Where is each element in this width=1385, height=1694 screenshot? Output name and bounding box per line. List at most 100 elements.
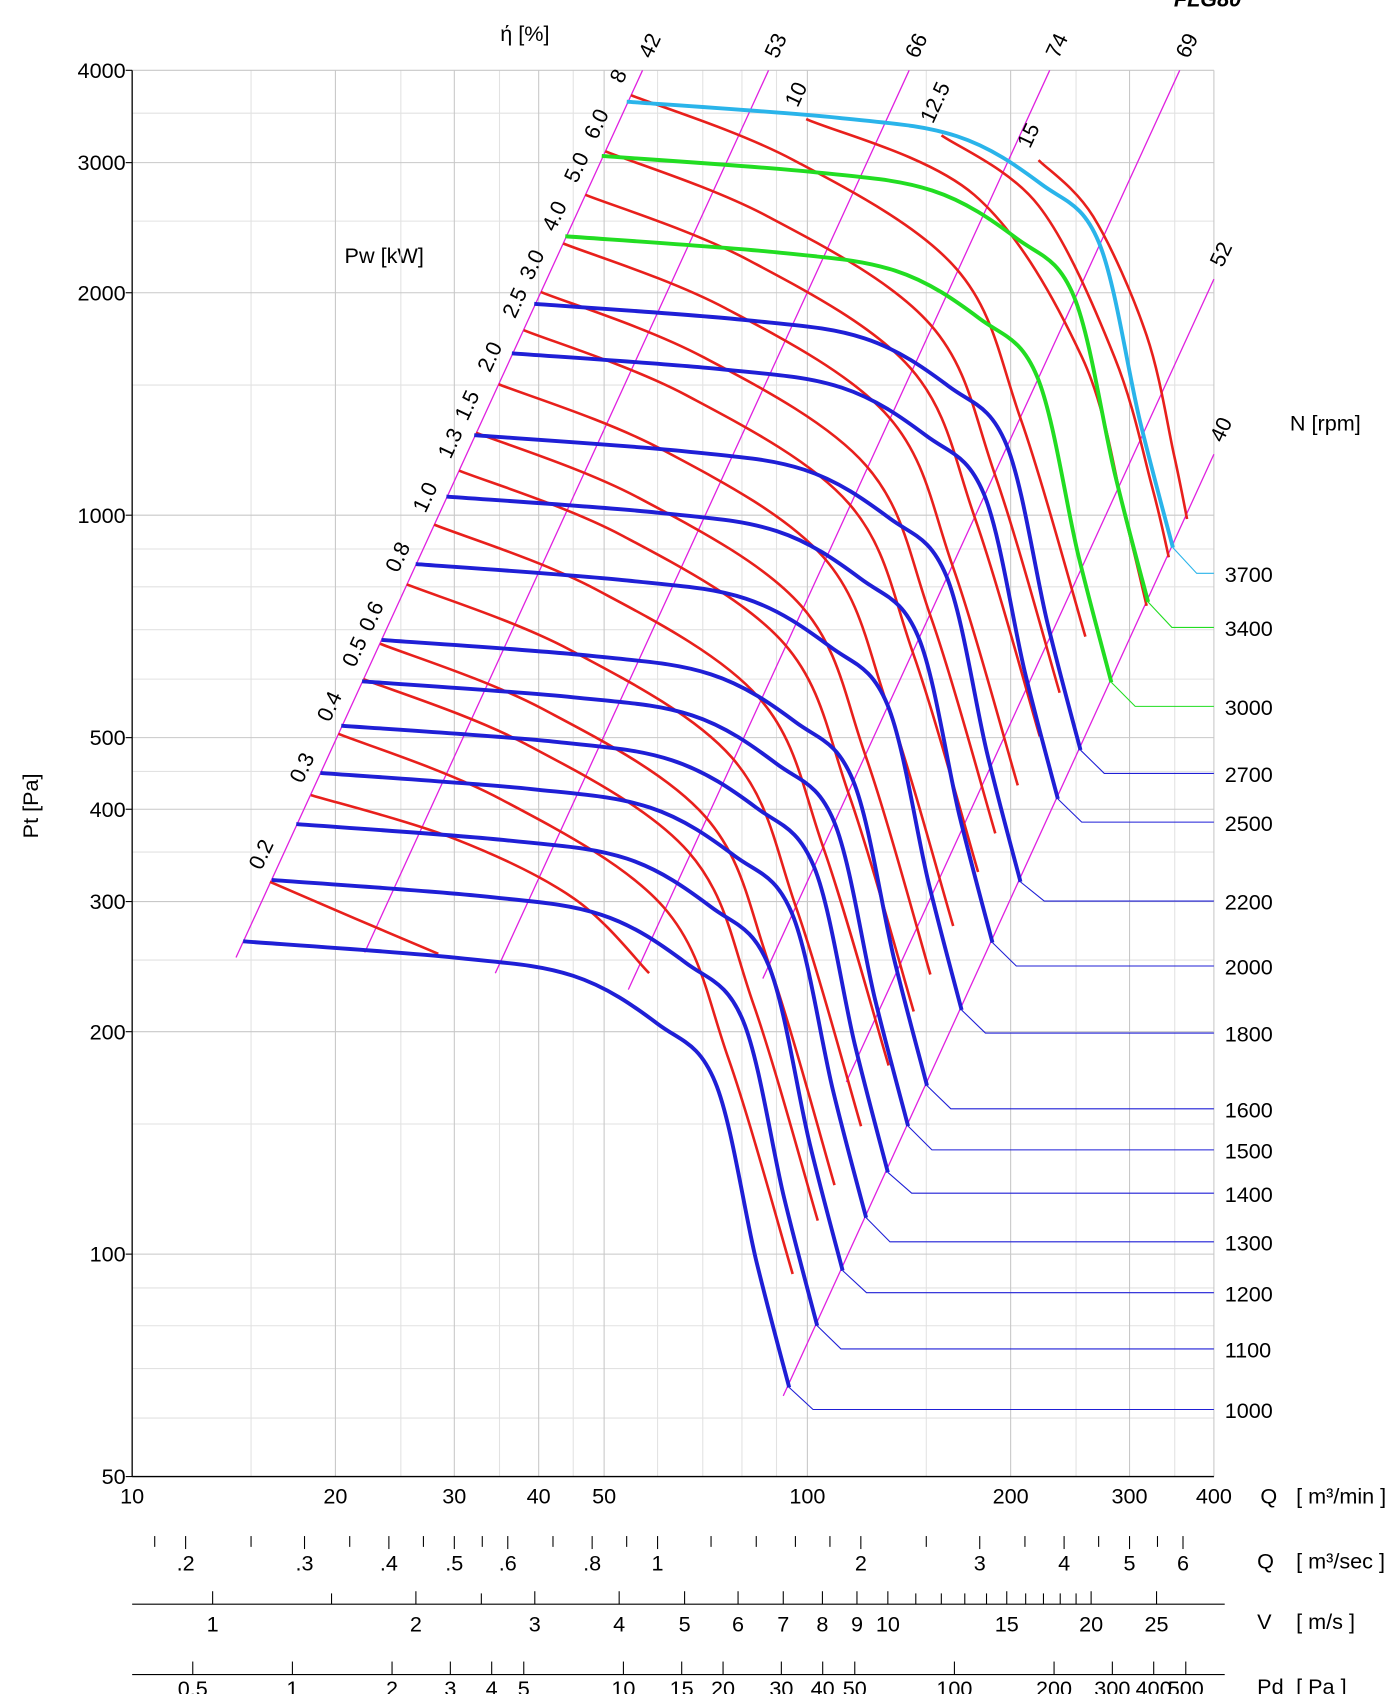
power-value-label: 3.0: [514, 246, 549, 284]
efficiency-value-label: 40: [1204, 413, 1237, 445]
power-value-label: 2.0: [472, 338, 507, 376]
efficiency-value-label: 52: [1204, 238, 1237, 270]
rpm-curve: [565, 234, 1114, 683]
power-value-label: 4.0: [536, 197, 571, 235]
chart-title: FLG80: [1174, 0, 1241, 11]
scale-tick-label: 200: [1036, 1676, 1072, 1694]
leader-line: [1111, 681, 1214, 707]
rpm-value-label: 1400: [1225, 1182, 1273, 1207]
power-value-label: 1.3: [432, 424, 467, 462]
scale-unit: [ m³/sec ]: [1296, 1549, 1385, 1574]
rpm-value-label: 1100: [1225, 1338, 1272, 1363]
rpm-curve: [271, 877, 820, 1327]
scale-tick-label: 50: [843, 1676, 867, 1694]
scale-tick-label: 3: [444, 1676, 456, 1694]
rpm-value-label: 1300: [1225, 1230, 1273, 1255]
x-tick-label: 100: [789, 1484, 825, 1509]
power-curve: [540, 290, 997, 834]
y-tick-label: 300: [90, 889, 126, 914]
power-curve: [940, 134, 1171, 558]
scale-tick-label: 1: [207, 1611, 219, 1636]
efficiency-line: [235, 70, 644, 958]
efficiency-line: [782, 454, 1215, 1397]
scale-tick-label: 20: [1079, 1611, 1103, 1636]
scale-tick-label: 15: [995, 1611, 1019, 1636]
leader-line: [1057, 798, 1214, 823]
rpm-curve: [242, 939, 792, 1388]
scale-tick-label: 0.5: [178, 1676, 208, 1694]
rpm-value-label: 1000: [1225, 1398, 1273, 1423]
efficiency-line: [762, 70, 1181, 979]
rpm-value-label: 1500: [1225, 1139, 1273, 1164]
x-tick-label: 20: [323, 1484, 347, 1509]
scale-tick-label: 5: [1124, 1551, 1136, 1576]
scale-tick-label: .5: [445, 1551, 463, 1576]
rpm-value-label: 3000: [1225, 695, 1273, 720]
power-value-label: 0.2: [243, 835, 278, 873]
scale-tick-label: 3: [974, 1551, 986, 1576]
rpm-value-label: 2000: [1225, 955, 1273, 980]
power-curve: [604, 150, 1061, 694]
y-tick-label: 4000: [78, 58, 126, 83]
efficiency-value-label: 66: [900, 29, 933, 61]
power-curve: [805, 117, 1148, 607]
x-symbol: Q: [1260, 1484, 1277, 1509]
rpm-value-label: 1200: [1225, 1281, 1273, 1306]
rpm-value-label: 3700: [1225, 562, 1273, 587]
power-curve: [562, 242, 1020, 786]
leader-line: [907, 1125, 1214, 1151]
scale-tick-label: 30: [769, 1676, 793, 1694]
power-value-label: 0.8: [380, 538, 415, 576]
leader-line: [1080, 749, 1214, 774]
scale-tick-label: 4: [1058, 1551, 1070, 1576]
scale-tick-label: 2: [410, 1611, 422, 1636]
efficiency-value-label: 53: [759, 29, 792, 61]
scale-tick-label: 10: [876, 1611, 900, 1636]
rpm-curve: [296, 822, 845, 1272]
x-tick-label: 200: [993, 1484, 1029, 1509]
y-tick-label: 500: [90, 725, 126, 750]
scale-tick-label: 400: [1136, 1676, 1172, 1694]
power-value-label: 6.0: [579, 105, 614, 143]
rpm-curve: [511, 351, 1060, 800]
rpm-value-label: 1800: [1225, 1022, 1273, 1047]
efficiency-value-label: 42: [633, 29, 666, 61]
x-tick-label: 40: [527, 1484, 551, 1509]
x-tick-label: 50: [592, 1484, 616, 1509]
rpm-curve: [446, 494, 995, 944]
scale-tick-label: 15: [670, 1676, 694, 1694]
scale-tick-label: 1: [286, 1676, 298, 1694]
rpm-curve: [320, 770, 869, 1219]
power-value-label: 0.5: [337, 633, 372, 671]
scale-symbol: Pd: [1257, 1674, 1283, 1694]
power-curve: [362, 677, 820, 1222]
rpm-value-label: 3400: [1225, 616, 1273, 641]
rpm-curve: [381, 638, 929, 1087]
scale-tick-label: 2: [386, 1676, 398, 1694]
power-curve: [379, 642, 836, 1186]
y-tick-label: 3000: [78, 150, 126, 175]
efficiency-value-label: 74: [1040, 29, 1073, 61]
efficiency-line: [494, 70, 910, 974]
power-curve: [406, 583, 863, 1127]
power-value-label: 0.3: [284, 749, 319, 787]
scale-unit: [ Pa ]: [1296, 1674, 1346, 1694]
leader-line: [1020, 881, 1214, 902]
leader-line: [1147, 601, 1214, 628]
leader-line: [788, 1387, 1214, 1411]
rpm-curve: [415, 562, 964, 1011]
power-value-label: 8: [604, 65, 632, 86]
scale-tick-label: 9: [851, 1611, 863, 1636]
scale-tick-label: 6: [1177, 1551, 1189, 1576]
rpm-value-label: 1600: [1225, 1097, 1273, 1122]
power-curve: [498, 383, 955, 927]
rpm-curve: [361, 679, 910, 1127]
scale-tick-label: 8: [816, 1611, 828, 1636]
scale-tick-label: 2: [855, 1551, 867, 1576]
power-curve: [458, 469, 915, 1012]
rpm-value-label: 2500: [1225, 811, 1273, 836]
scale-tick-label: 1: [652, 1551, 664, 1576]
scale-tick-label: 4: [486, 1676, 498, 1694]
x-tick-label: 30: [442, 1484, 466, 1509]
scale-tick-label: 100: [936, 1676, 972, 1694]
